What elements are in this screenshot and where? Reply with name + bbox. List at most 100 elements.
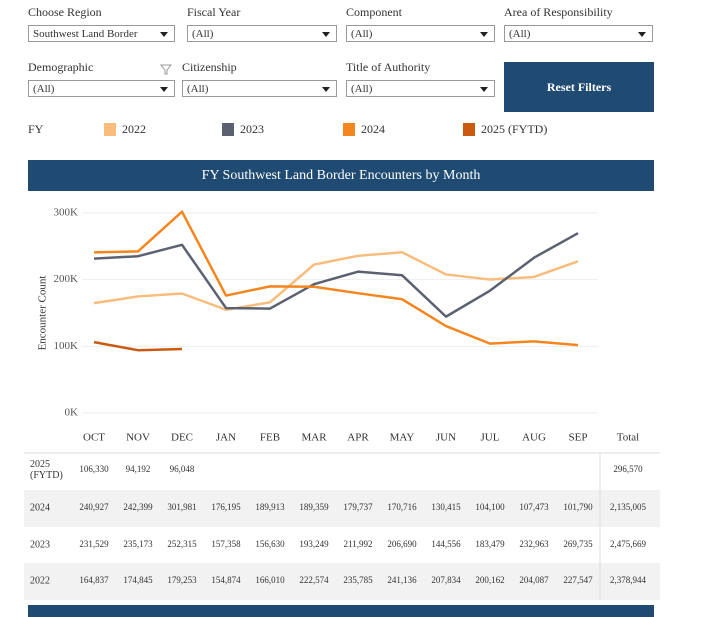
chart-title: FY Southwest Land Border Encounters by M… xyxy=(202,168,481,183)
row-band xyxy=(24,563,660,600)
table-cell: 156,630 xyxy=(255,539,285,549)
x-tick-label: NOV xyxy=(126,432,150,444)
table-cell: 96,048 xyxy=(170,464,195,474)
title-bar xyxy=(28,160,654,191)
table-cell: 164,837 xyxy=(79,575,109,585)
x-tick-label: JAN xyxy=(216,432,236,444)
table-cell: 144,556 xyxy=(431,539,461,549)
table-cell: 183,479 xyxy=(475,539,505,549)
table-cell: 189,913 xyxy=(255,502,285,512)
table-cell: 241,136 xyxy=(387,575,417,585)
table-cell: 240,927 xyxy=(79,502,109,512)
legend-label: 2022 xyxy=(122,122,146,136)
table-cell: 222,574 xyxy=(299,575,329,585)
row-label: 2023 xyxy=(30,539,50,550)
table-total: 2,475,669 xyxy=(610,539,647,549)
dropdown[interactable]: Southwest Land Border xyxy=(28,25,175,42)
reset-button[interactable]: Reset Filters xyxy=(504,62,654,112)
x-tick-label: DEC xyxy=(171,432,193,444)
legend-swatch xyxy=(222,123,234,136)
table-total: 296,570 xyxy=(613,464,643,474)
table-cell: 94,192 xyxy=(126,464,151,474)
x-tick-label: FEB xyxy=(260,432,280,444)
dropdown[interactable]: (All) xyxy=(346,80,495,97)
table-cell: 106,330 xyxy=(79,464,109,474)
table-cell: 231,529 xyxy=(79,539,109,549)
table-cell: 206,690 xyxy=(387,539,417,549)
table-cell: 200,162 xyxy=(475,575,504,585)
y-tick-label: 0K xyxy=(65,407,79,419)
legend-label: 2025 (FYTD) xyxy=(481,122,547,136)
table-cell: 101,790 xyxy=(563,502,593,512)
table-cell: 232,963 xyxy=(519,539,549,549)
y-tick-label: 100K xyxy=(54,340,79,352)
filter-label: Area of Responsibility xyxy=(504,5,613,19)
table-cell: 207,834 xyxy=(431,575,461,585)
row-label: 2022 xyxy=(30,575,50,586)
table-cell: 166,010 xyxy=(255,575,285,585)
y-tick-label: 200K xyxy=(54,273,79,285)
dropdown[interactable]: (All) xyxy=(346,25,495,42)
table-cell: 227,547 xyxy=(563,575,593,585)
legend-swatch xyxy=(463,123,475,136)
table-cell: 269,735 xyxy=(563,539,593,549)
table-cell: 157,358 xyxy=(211,539,241,549)
x-tick-label: MAR xyxy=(301,432,327,444)
x-tick-label: AUG xyxy=(522,432,546,444)
table-cell: 130,415 xyxy=(431,502,461,512)
table-cell: 235,173 xyxy=(123,539,153,549)
filter-label: Title of Authority xyxy=(346,60,431,74)
dropdown[interactable]: (All) xyxy=(187,25,337,42)
table-header: Total xyxy=(617,432,639,444)
x-tick-label: SEP xyxy=(569,432,588,444)
table-cell: 301,981 xyxy=(167,502,196,512)
filter-label: Component xyxy=(346,5,402,19)
x-tick-label: OCT xyxy=(83,432,105,444)
table-cell: 154,874 xyxy=(211,575,241,585)
filter-label: Demographic xyxy=(28,60,94,74)
legend-label: 2023 xyxy=(240,122,264,136)
table-cell: 179,737 xyxy=(343,502,373,512)
filter-label: Citizenship xyxy=(182,60,237,74)
next-title-bar xyxy=(28,605,654,617)
y-axis-title: Encounter Count xyxy=(37,276,49,351)
table-cell: 170,716 xyxy=(387,502,417,512)
series-line xyxy=(93,340,183,352)
table-cell: 235,785 xyxy=(343,575,373,585)
series-line xyxy=(93,232,579,318)
table-cell: 242,399 xyxy=(123,502,153,512)
table-cell: 211,992 xyxy=(344,539,373,549)
table-total: 2,378,944 xyxy=(610,575,647,585)
dropdown[interactable]: (All) xyxy=(504,25,653,42)
table-cell: 193,249 xyxy=(299,539,329,549)
table-cell: 107,473 xyxy=(519,502,549,512)
y-tick-label: 300K xyxy=(54,207,79,219)
table-cell: 179,253 xyxy=(167,575,197,585)
row-band xyxy=(24,490,660,527)
legend-title: FY xyxy=(28,122,44,136)
dropdown[interactable]: (All) xyxy=(28,80,175,97)
dropdown[interactable]: (All) xyxy=(182,80,337,97)
x-tick-label: JUN xyxy=(436,432,456,444)
table-total: 2,135,005 xyxy=(610,502,647,512)
table-cell: 189,359 xyxy=(299,502,329,512)
legend-swatch xyxy=(104,123,116,136)
legend-label: 2024 xyxy=(361,122,385,136)
table-cell: 174,845 xyxy=(123,575,153,585)
series-line xyxy=(93,210,579,347)
table-cell: 252,315 xyxy=(167,539,197,549)
x-tick-label: MAY xyxy=(390,432,415,444)
filter-label: Choose Region xyxy=(28,5,102,19)
table-cell: 176,195 xyxy=(211,502,241,512)
row-label: 2025 (FYTD) xyxy=(30,459,63,481)
table-cell: 204,087 xyxy=(519,575,549,585)
row-label: 2024 xyxy=(30,502,50,513)
table-cell: 104,100 xyxy=(475,502,505,512)
legend-swatch xyxy=(343,123,355,136)
series-line xyxy=(93,250,579,312)
filter-label: Fiscal Year xyxy=(187,5,241,19)
x-tick-label: JUL xyxy=(481,432,500,444)
x-tick-label: APR xyxy=(347,432,369,444)
